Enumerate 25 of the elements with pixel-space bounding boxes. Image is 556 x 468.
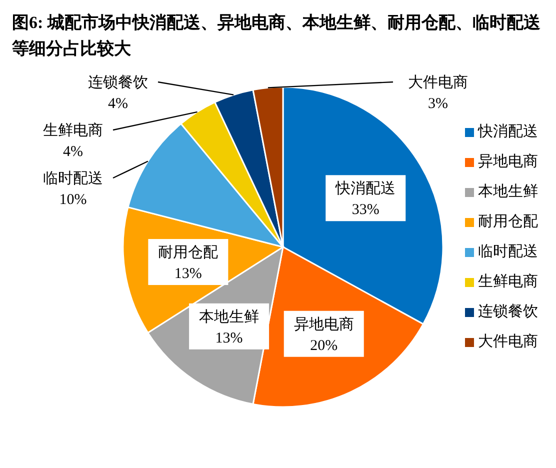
data-label: 33%	[352, 202, 380, 218]
data-label: 13%	[174, 266, 202, 282]
chart-title: 图6: 城配市场中快消配送、异地电商、本地生鲜、耐用仓配、临时配送等细分占比较大	[11, 12, 542, 60]
slice-label: 生鲜电商	[43, 122, 103, 139]
slice-label: 异地电商	[294, 316, 354, 333]
legend-label: 本地生鲜	[478, 184, 538, 200]
data-label: 13%	[215, 330, 243, 346]
slice-label: 大件电商	[408, 74, 468, 91]
data-label: 3%	[428, 96, 448, 112]
slice-label: 快消配送	[334, 180, 396, 198]
slice-label: 连锁餐饮	[88, 74, 148, 91]
legend-label: 快消配送	[478, 124, 538, 140]
legend-label: 生鲜电商	[478, 274, 538, 290]
legend-label: 异地电商	[478, 154, 538, 170]
data-label: 10%	[59, 192, 87, 208]
data-label: 4%	[108, 96, 128, 112]
legend-label: 耐用仓配	[478, 214, 538, 230]
slice-label: 临时配送	[43, 170, 103, 187]
legend-label: 临时配送	[478, 244, 538, 260]
legend-label: 大件电商	[478, 334, 538, 350]
legend-label: 连锁餐饮	[478, 304, 538, 320]
slice-label: 耐用仓配	[158, 244, 218, 262]
slice-label: 本地生鲜	[199, 308, 260, 326]
data-label: 4%	[63, 144, 83, 160]
data-label: 20%	[310, 338, 338, 354]
